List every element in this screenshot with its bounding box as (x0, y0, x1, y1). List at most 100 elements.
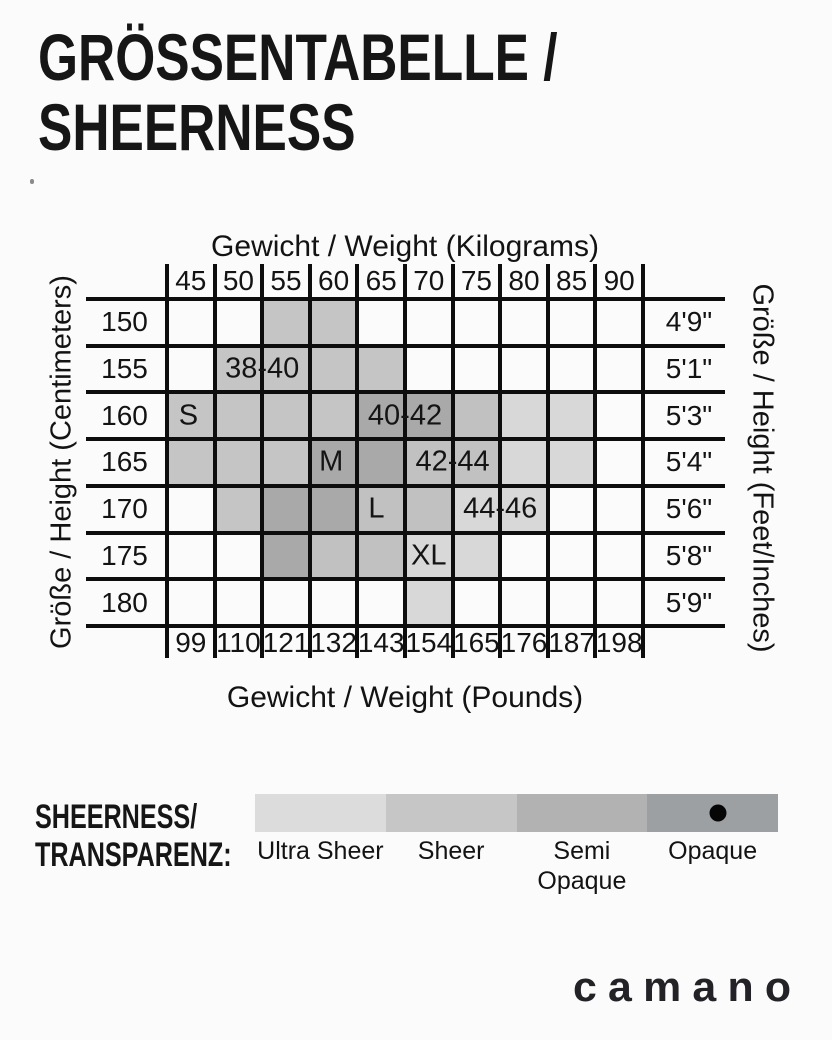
size-label-L: L (368, 492, 385, 525)
legend-heading: SHEERNESS/ TRANSPARENZ: (35, 798, 232, 874)
size-band-cell-s (309, 392, 358, 440)
grid-vline (545, 264, 550, 658)
size-band-cell-l (357, 485, 405, 533)
lbs-col-label: 154 (405, 626, 453, 658)
grid-vline (260, 264, 265, 658)
cm-row-label: 180 (101, 586, 148, 618)
size-band-cell-xl (500, 439, 548, 486)
size-label-M: M (319, 445, 344, 478)
cm-row-label: 155 (101, 353, 148, 385)
grid-vline (641, 264, 645, 658)
size-label-XL: XL (411, 539, 447, 572)
size-band-cell-m (309, 439, 358, 486)
size-band-cell-xl (452, 532, 501, 580)
sheerness-segment-label: Sheer (417, 837, 485, 865)
sheerness-segment-opaque (647, 794, 778, 832)
lbs-col-label: 176 (500, 626, 548, 658)
top-axis-title: Gewicht / Weight (Kilograms) (211, 230, 599, 263)
size-band-cell-s (357, 345, 405, 393)
kg-col-label: 50 (222, 264, 254, 296)
lbs-col-label: 99 (175, 626, 207, 658)
grid-vline (450, 264, 455, 658)
sheerness-scale-labels: Ultra Sheer Sheer Semi Opaque Opaque (255, 836, 778, 895)
cm-row-label: 175 (101, 539, 148, 571)
grid-vline (212, 264, 217, 658)
size-band-cell-s (262, 439, 310, 486)
page-title: GRÖSSENTABELLE / SHEERNESS (38, 22, 558, 162)
size-band-cell-m (262, 485, 310, 533)
selected-sheerness-dot-icon (709, 804, 727, 822)
size-label-S: S (178, 399, 199, 432)
size-band-cell-s (262, 392, 310, 440)
sheerness-scale (255, 794, 778, 832)
sheerness-segment-sheer (385, 794, 517, 832)
lbs-col-label: 110 (216, 626, 261, 658)
size-band-cell-s (262, 299, 310, 346)
lbs-col-label: 143 (357, 626, 405, 658)
size-band-cell-m (405, 392, 453, 440)
size-band-cell-m (357, 392, 405, 440)
bottom-axis-title: Gewicht / Weight (Pounds) (226, 681, 584, 714)
size-band-cell-s (309, 299, 358, 346)
size-band-cell-l (405, 485, 453, 533)
sheerness-segment-label: Semi Opaque (537, 837, 627, 895)
size-band-cell-xl (547, 392, 596, 440)
grid-vline (307, 264, 312, 658)
kg-col-label: 65 (365, 264, 397, 296)
kg-col-label: 90 (603, 264, 635, 296)
grid-vline (355, 264, 360, 658)
sheerness-segment-label: Opaque (668, 837, 758, 865)
size-band-cell-xl (405, 579, 453, 626)
left-axis-title: Größe / Height (Centimeters) (45, 275, 78, 649)
kg-col-label: 70 (413, 264, 445, 296)
size-band-cell-l (405, 439, 453, 486)
size-band-cell-s (214, 439, 263, 486)
ft-row-label: 5'4" (665, 446, 713, 478)
ft-row-label: 5'3" (665, 399, 713, 431)
sheerness-segment-semi-opaque (516, 794, 648, 832)
cm-row-label: 150 (101, 306, 148, 338)
size-band-cell-xl (452, 485, 501, 533)
grid-vline (165, 264, 169, 658)
grid-vline (403, 264, 407, 658)
size-band-cell-xl (500, 392, 548, 440)
size-band-cell-s (262, 345, 310, 393)
lbs-col-label: 132 (310, 626, 357, 658)
size-band-cell-s (214, 485, 263, 533)
kg-col-label: 75 (460, 264, 492, 296)
size-band-cell-l (452, 439, 501, 486)
kg-col-label: 80 (508, 264, 540, 296)
size-band-cell-l (357, 532, 405, 580)
size-band-cell-xl (405, 532, 453, 580)
kg-col-label: 60 (318, 264, 350, 296)
sheerness-segment-label: Ultra Sheer (257, 837, 384, 865)
page-title-line1: GRÖSSENTABELLE / (38, 20, 558, 94)
size-band-cell-s (167, 439, 215, 486)
size-band-cell-s (167, 392, 215, 440)
ft-row-label: 5'8" (665, 539, 713, 571)
cm-row-label: 160 (101, 399, 148, 431)
legend-heading-line1: SHEERNESS/ (35, 798, 198, 836)
size-label-44-46: 44-46 (463, 492, 538, 525)
kg-col-label: 55 (270, 264, 302, 296)
size-band-cell-l (309, 532, 358, 580)
lbs-col-label: 165 (453, 626, 500, 658)
page-title-line2: SHEERNESS (38, 90, 356, 164)
sheerness-segment-ultra-sheer (255, 794, 386, 832)
size-band-cell-l (452, 392, 501, 440)
ft-row-label: 5'6" (665, 493, 713, 525)
cm-row-label: 165 (101, 446, 148, 478)
size-band-cell-s (214, 345, 263, 393)
ft-row-label: 4'9" (665, 306, 713, 338)
size-band-cell-s (309, 345, 358, 393)
lbs-col-label: 198 (595, 626, 643, 658)
ft-row-label: 5'9" (665, 586, 713, 618)
lbs-col-label: 121 (262, 626, 310, 658)
ft-row-label: 5'1" (665, 353, 713, 385)
brand-logo: camano (573, 963, 803, 1010)
size-band-cell-s (214, 392, 263, 440)
kg-col-label: 85 (556, 264, 588, 296)
grid-vline (498, 264, 503, 658)
size-band-cell-m (309, 485, 358, 533)
